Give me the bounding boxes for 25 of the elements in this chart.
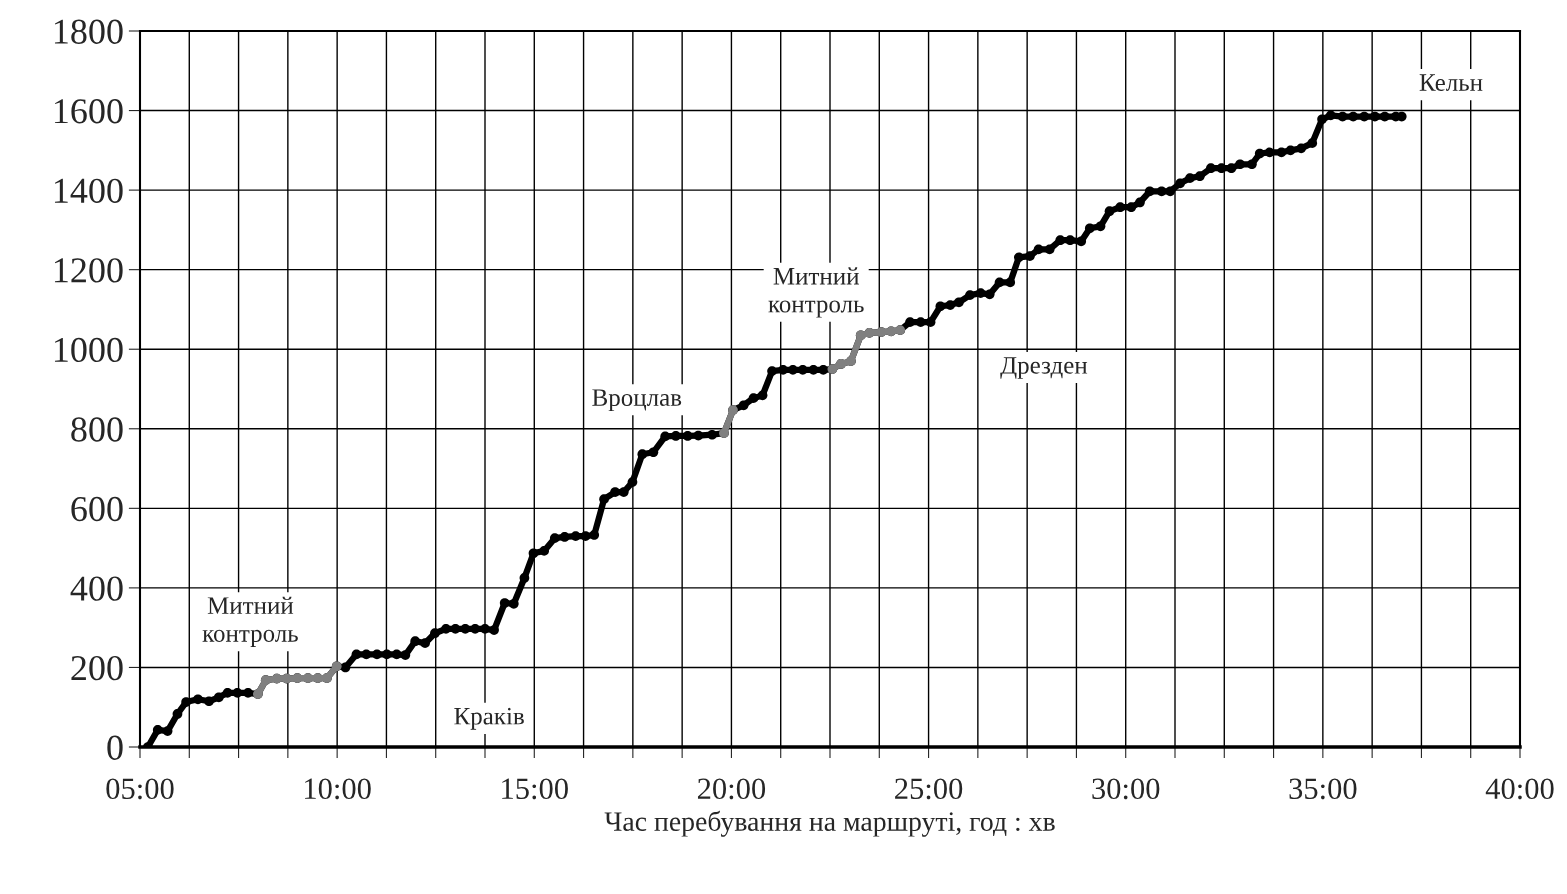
x-tick-label: 30:00	[1092, 778, 1160, 800]
annotation: Вроцлав	[592, 389, 682, 412]
annotation: Митний контроль	[202, 596, 298, 647]
y-tick-label: 1400	[54, 178, 123, 203]
y-tick-label: 600	[71, 496, 123, 522]
y-tick-label: 800	[71, 417, 123, 442]
x-axis-title: Час перебування на маршруті, год : хв	[604, 810, 1055, 837]
x-tick-label: 25:00	[895, 778, 963, 800]
y-tick-label: 400	[70, 576, 123, 601]
y-tick-label: 1600	[54, 99, 123, 124]
y-tick-label: 1000	[54, 337, 123, 363]
annotation: Митний контроль	[768, 267, 864, 318]
y-tick-label: 1200	[54, 258, 123, 283]
x-tick-label: 35:00	[1289, 778, 1357, 800]
annotation: Дрезден	[1000, 357, 1088, 379]
annotation: Краків	[454, 707, 524, 730]
x-tick-label: 10:00	[305, 778, 371, 800]
x-tick-label: 20:00	[697, 778, 766, 800]
y-tick-label: 0	[107, 735, 123, 760]
y-tick-label: 1800	[54, 19, 123, 44]
x-tick-label: 15:00	[502, 778, 568, 800]
annotation: Кельн	[1419, 74, 1483, 91]
x-tick-label: 40:00	[1485, 778, 1554, 800]
x-tick-label: 05:00	[106, 778, 174, 800]
y-tick-label: 200	[71, 655, 123, 681]
